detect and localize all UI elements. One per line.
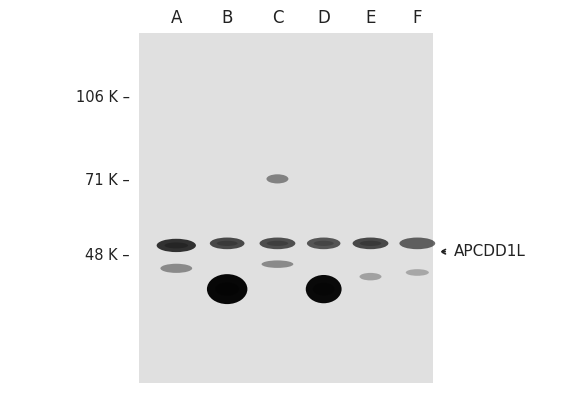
Text: F: F [413,9,422,27]
Text: E: E [365,9,376,27]
Ellipse shape [314,241,334,246]
Ellipse shape [210,238,244,249]
Text: 71 K –: 71 K – [86,173,130,188]
Ellipse shape [399,238,435,249]
Ellipse shape [266,174,288,183]
Text: APCDD1L: APCDD1L [454,244,525,259]
Ellipse shape [215,282,239,296]
Text: 106 K –: 106 K – [76,90,130,105]
Ellipse shape [165,243,188,248]
Ellipse shape [261,260,293,268]
Ellipse shape [306,275,342,303]
Text: A: A [171,9,182,27]
Text: 48 K –: 48 K – [86,248,130,263]
Ellipse shape [266,241,288,246]
Ellipse shape [217,241,238,246]
Ellipse shape [307,238,340,249]
Ellipse shape [260,238,295,249]
Text: C: C [272,9,283,27]
Ellipse shape [406,269,429,276]
Ellipse shape [360,241,381,246]
Ellipse shape [360,273,381,280]
Ellipse shape [157,239,196,252]
Text: B: B [221,9,233,27]
Ellipse shape [160,264,192,273]
Ellipse shape [207,274,247,304]
Ellipse shape [313,283,335,295]
Text: D: D [317,9,330,27]
FancyBboxPatch shape [139,33,434,383]
Ellipse shape [353,238,388,249]
